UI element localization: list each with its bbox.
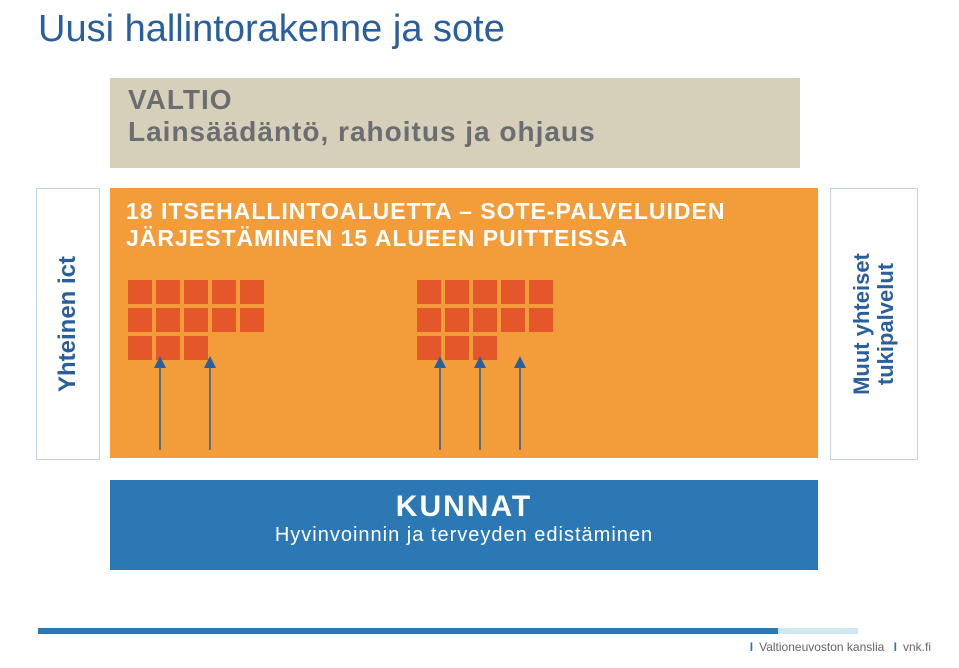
mid-line1: 18 ITSEHALLINTOALUETTA – SOTE-PALVELUIDE…: [126, 198, 802, 225]
square: [501, 280, 525, 304]
square: [128, 308, 152, 332]
right-rail: Muut yhteisettukipalvelut: [830, 188, 918, 460]
square: [473, 308, 497, 332]
right-rail-label: Muut yhteisettukipalvelut: [850, 253, 898, 395]
kunnat-line1: KUNNAT: [110, 490, 818, 524]
bottom-bar: [38, 628, 778, 634]
square: [156, 280, 180, 304]
square: [184, 336, 208, 360]
valtio-line2: Lainsäädäntö, rahoitus ja ohjaus: [128, 116, 782, 148]
square: [240, 280, 264, 304]
left-rail-label: Yhteinen ict: [54, 256, 82, 392]
footer: IValtioneuvoston kanslia Ivnk.fi: [744, 640, 931, 654]
page-title: Uusi hallintorakenne ja sote: [38, 8, 505, 51]
square: [212, 280, 236, 304]
kunnat-box: KUNNAT Hyvinvoinnin ja terveyden edistäm…: [110, 480, 818, 570]
square: [417, 308, 441, 332]
square-group-1: [126, 278, 276, 362]
square: [240, 308, 264, 332]
square-group-2: [415, 278, 565, 362]
valtio-line1: VALTIO: [128, 84, 782, 116]
square: [473, 280, 497, 304]
square: [529, 308, 553, 332]
square: [212, 308, 236, 332]
mid-line2: JÄRJESTÄMINEN 15 ALUEEN PUITTEISSA: [126, 225, 802, 252]
square: [529, 280, 553, 304]
left-rail: Yhteinen ict: [36, 188, 100, 460]
square: [473, 336, 497, 360]
square: [128, 336, 152, 360]
square: [417, 280, 441, 304]
square: [417, 336, 441, 360]
square: [184, 280, 208, 304]
square: [156, 308, 180, 332]
square: [445, 308, 469, 332]
square: [501, 308, 525, 332]
square: [156, 336, 180, 360]
square: [445, 280, 469, 304]
square: [128, 280, 152, 304]
valtio-box: VALTIO Lainsäädäntö, rahoitus ja ohjaus: [110, 78, 800, 168]
square: [445, 336, 469, 360]
square: [184, 308, 208, 332]
kunnat-line2: Hyvinvoinnin ja terveyden edistäminen: [110, 524, 818, 547]
